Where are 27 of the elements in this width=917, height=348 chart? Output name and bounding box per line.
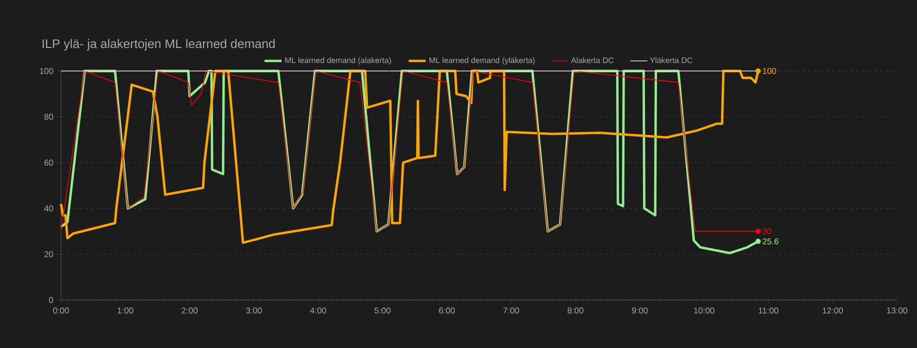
y-tick-label: 80	[44, 114, 54, 120]
y-tick-label: 0	[49, 297, 54, 303]
x-tick-label: 5:00	[374, 308, 390, 314]
x-tick-label: 3:00	[246, 308, 262, 314]
x-tick-label: 11:00	[758, 308, 778, 314]
point	[756, 68, 761, 74]
data-label: 25.6	[762, 238, 778, 244]
chart-title: ILP ylä- ja alakertojen ML learned demand	[42, 38, 275, 51]
x-tick-label: 6:00	[439, 308, 455, 314]
y-tick-label: 20	[44, 251, 54, 258]
x-tick-label: 13:00	[887, 308, 908, 314]
x-tick-label: 7:00	[503, 308, 520, 314]
y-tick-label: 40	[44, 205, 54, 212]
x-tick-label: 8:00	[568, 308, 584, 314]
y-tick-label: 100	[40, 68, 54, 74]
x-tick-label: 9:00	[632, 308, 648, 314]
x-tick-label: 1:00	[118, 308, 134, 314]
x-tick-label: 0:00	[53, 308, 69, 314]
x-tick-label: 10:00	[694, 308, 714, 314]
x-tick-label: 12:00	[822, 308, 843, 314]
data-label: 30	[762, 228, 772, 234]
data-label: 100	[762, 68, 776, 74]
x-tick-label: 4:00	[310, 308, 326, 314]
x-tick-label: 2:00	[182, 308, 198, 314]
point	[756, 238, 761, 244]
point	[756, 228, 761, 234]
y-tick-label: 60	[44, 160, 54, 166]
